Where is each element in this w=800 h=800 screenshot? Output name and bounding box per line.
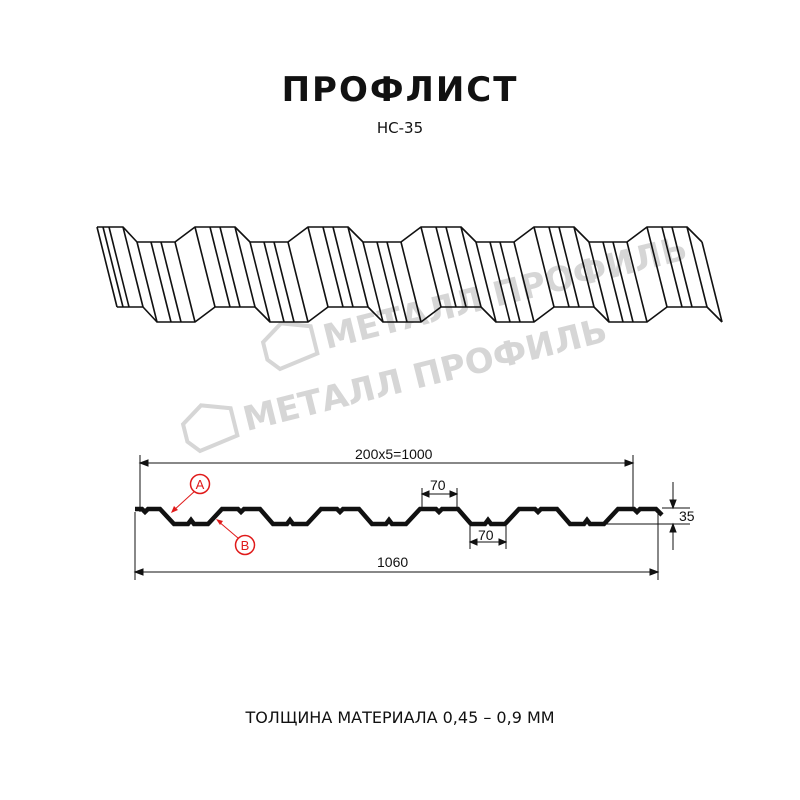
sheet-stiffener-line — [661, 226, 683, 308]
useful-width-label: 200x5=1000 — [355, 446, 433, 462]
sheet-fold-line — [307, 226, 329, 308]
sheet-stiffener-line — [489, 241, 511, 323]
sheet-stiffener-line — [499, 241, 521, 323]
page-title: ПРОФЛИСТ — [281, 70, 519, 110]
sheet-fold-line — [96, 226, 118, 308]
sheet-fold-line — [136, 241, 158, 323]
sheet-stiffener-line — [219, 226, 241, 308]
callout-a-label: A — [196, 477, 205, 492]
sheet-stiffener-line — [558, 226, 580, 308]
sheet-stiffener-line — [150, 241, 172, 323]
height-label: 35 — [679, 508, 695, 524]
sheet-fold-line — [686, 226, 708, 308]
sheet-fold-line — [400, 241, 422, 323]
sheet-fold-line — [460, 226, 482, 308]
sheet-fold-line — [347, 226, 369, 308]
sheet-top-edge — [97, 226, 703, 243]
sheet-fold-line — [249, 241, 271, 323]
sheet-stiffener-line — [548, 226, 570, 308]
sheet-stiffener-line — [160, 241, 182, 323]
watermark-logo-icon — [180, 403, 240, 454]
sheet-stiffener-line — [209, 226, 231, 308]
sheet-stiffener-line — [602, 241, 624, 323]
sheet-fold-line — [287, 241, 309, 323]
watermark-logo-icon — [260, 321, 320, 372]
sheet-fold-line — [513, 241, 535, 323]
sheet-fold-line — [362, 241, 384, 323]
sheet-fold-line — [573, 226, 595, 308]
callout-b: B — [216, 519, 256, 556]
sheet-fold-line — [646, 226, 668, 308]
sheet-stiffener-line — [263, 241, 285, 323]
sheet-stiffener-line — [376, 241, 398, 323]
sheet-fold-line — [194, 226, 216, 308]
sheet-fold-line — [533, 226, 555, 308]
model-subtitle: НС-35 — [376, 119, 424, 137]
sheet-fold-line — [626, 241, 648, 323]
sheet-stiffener-line — [612, 241, 634, 323]
sheet-fold-line — [701, 241, 723, 323]
sheet-stiffener-line — [322, 226, 344, 308]
sheet-stiffener-line — [435, 226, 457, 308]
sheet-edge-line — [108, 226, 130, 308]
full-width-label: 1060 — [377, 554, 408, 570]
sheet-edge-line — [102, 226, 124, 308]
profile-line — [135, 506, 664, 527]
sheet-fold-line — [174, 241, 196, 323]
callout-a: A — [171, 473, 211, 513]
top-rib-label: 70 — [430, 477, 446, 493]
bottom-rib-label: 70 — [478, 527, 494, 543]
sheet-fold-line — [475, 241, 497, 323]
dimensions — [133, 455, 690, 580]
sheet-stiffener-line — [445, 226, 467, 308]
sheet-fold-line — [588, 241, 610, 323]
sheet-fold-line — [420, 226, 442, 308]
sheet-stiffener-line — [671, 226, 693, 308]
sheet-3d-view — [96, 226, 723, 323]
callout-b-label: B — [241, 538, 250, 553]
sheet-stiffener-line — [332, 226, 354, 308]
sheet-stiffener-line — [273, 241, 295, 323]
sheet-fold-line — [234, 226, 256, 308]
section-profile — [135, 506, 664, 527]
sheet-stiffener-line — [386, 241, 408, 323]
material-thickness: ТОЛЩИНА МАТЕРИАЛА 0,45 – 0,9 ММ — [245, 708, 555, 727]
sheet-fold-line — [122, 226, 144, 308]
